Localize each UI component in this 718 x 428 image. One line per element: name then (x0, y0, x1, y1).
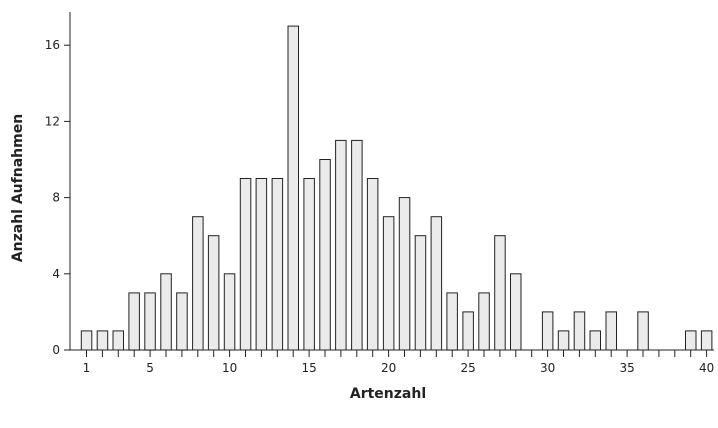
x-tick-label-20: 20 (381, 361, 396, 375)
y-tick-label-4: 4 (52, 267, 60, 281)
bar-27 (494, 235, 506, 351)
bar-4 (128, 292, 140, 351)
y-tick-label-12: 12 (45, 114, 60, 128)
bars-group (80, 25, 713, 351)
bar-36 (637, 311, 649, 351)
x-tick-label-1: 1 (83, 361, 91, 375)
bar-21 (398, 197, 411, 351)
x-tick-label-10: 10 (222, 361, 237, 375)
x-ticks-group: 1 5 10 15 20 25 30 35 40 (83, 350, 714, 375)
bar-16 (319, 159, 331, 351)
bar-25 (462, 311, 474, 351)
bar-18 (351, 139, 363, 351)
axes-group (69, 12, 714, 351)
bar-30 (541, 311, 554, 351)
y-tick-label-8: 8 (52, 191, 60, 205)
bar-26 (478, 292, 490, 351)
bar-8 (192, 216, 204, 351)
bar-9 (207, 235, 220, 351)
bar-5 (144, 292, 156, 351)
bar-3 (112, 330, 124, 351)
x-tick-label-35: 35 (619, 361, 634, 375)
bar-20 (382, 216, 395, 351)
bar-39 (685, 330, 697, 351)
bar-17 (335, 139, 347, 351)
bar-32 (573, 311, 586, 351)
y-tick-label-16: 16 (45, 38, 60, 52)
y-axis-title: Anzahl Aufnahmen (10, 114, 26, 262)
bar-33 (589, 330, 601, 351)
x-tick-label-25: 25 (460, 361, 475, 375)
x-tick-label-40: 40 (699, 361, 714, 375)
bar-11 (239, 178, 252, 351)
bar-22 (414, 235, 427, 351)
bar-23 (430, 216, 443, 351)
bar-24 (446, 292, 458, 351)
bar-34 (605, 311, 617, 351)
x-tick-label-30: 30 (540, 361, 555, 375)
bar-12 (255, 178, 268, 351)
bar-6 (160, 273, 172, 351)
bar-1 (80, 330, 93, 351)
bar-15 (303, 178, 315, 351)
bar-2 (96, 330, 109, 351)
x-tick-label-5: 5 (146, 361, 154, 375)
bar-14 (287, 25, 299, 351)
bar-13 (271, 178, 284, 351)
y-ticks-group: 0 4 8 12 16 (45, 38, 70, 357)
bar-31 (557, 330, 570, 351)
bar-7 (176, 292, 188, 351)
bar-10 (223, 273, 236, 351)
y-tick-label-0: 0 (52, 343, 60, 357)
x-tick-label-15: 15 (301, 361, 316, 375)
x-axis-title: Artenzahl (350, 386, 426, 402)
bar-28 (510, 273, 522, 351)
bar-40 (700, 330, 713, 351)
bar-19 (366, 178, 379, 351)
